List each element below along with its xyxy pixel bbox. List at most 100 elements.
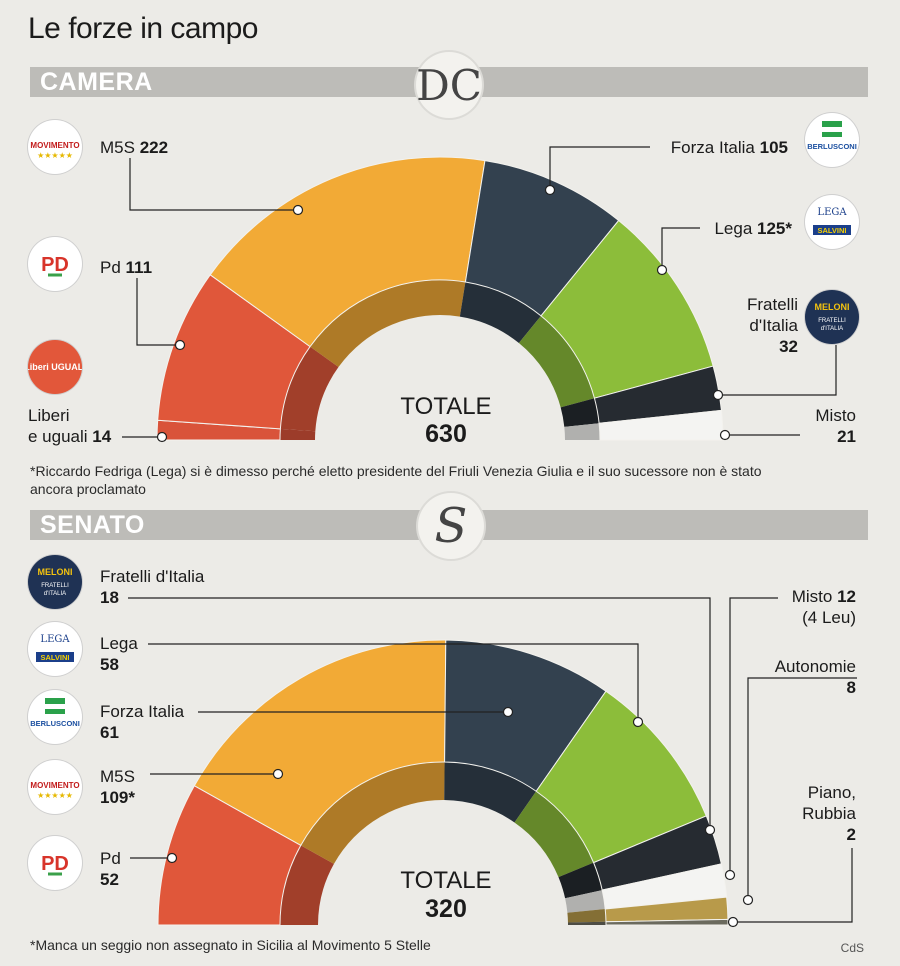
senato-autonomie-leader-dot [742,894,754,906]
senato-chart [157,639,729,926]
svg-text:PD: PD [41,853,69,875]
senato-fi-logo-icon: BERLUSCONI [28,690,82,744]
camera-total-label: TOTALE [400,393,492,420]
leu-logo-icon: Liberi UGUALI [28,340,82,394]
senato-fi-leader-dot [502,706,514,718]
senato-pd-label: Pd 52 [100,849,121,889]
camera-chart [156,156,724,441]
camera-seat-misto [598,409,724,441]
senato-m5s-leader-dot [272,768,284,780]
forza-italia-logo-icon: BERLUSCONI [805,113,859,167]
camera-emblem-icon: DC [416,52,482,118]
camera-m5s-leader [129,158,298,211]
senato-lega-leader [148,643,639,722]
svg-text:SALVINI: SALVINI [40,653,69,662]
svg-text:MELONI: MELONI [815,302,850,312]
svg-text:d'ITALIA: d'ITALIA [44,591,66,597]
camera-seat-m-s [209,156,486,348]
svg-text:SALVINI: SALVINI [817,226,846,235]
camera-fdi-label: Fratelli d'Italia 32 [746,295,798,356]
svg-text:★★★★★: ★★★★★ [37,151,73,160]
fdi-logo-icon: MELONI FRATELLI d'ITALIA [805,290,859,344]
m5s-logo-icon: MOVIMENTO ★★★★★ [28,120,82,174]
senato-lega-leader-dot [632,716,644,728]
camera-inner-4 [518,315,595,408]
senato-pd-logo-icon: PD [28,836,82,890]
senato-seat-m-s [193,639,447,847]
senato-inner-3 [514,791,594,878]
camera-fi-label: Forza Italia 105 [670,138,788,157]
senato-misto-label: Misto 12 (4 Leu) [791,587,856,627]
senato-fdi-leader [128,597,711,830]
senato-emblem-icon: S [418,493,484,559]
senato-inner-0 [280,845,334,925]
senato-lega-logo-icon: LEGA SALVINI [28,622,82,676]
senato-inner-6 [567,909,606,923]
camera-footnote: *Riccardo Fedriga (Lega) si è dimesso pe… [30,463,762,497]
svg-text:LEGA: LEGA [40,634,70,645]
senato-autonomie-leader [747,677,857,900]
camera-inner-6 [564,423,600,440]
senato-lega-label: Lega 58 [100,634,138,674]
camera-inner-1 [280,346,339,432]
senato-total-value: 320 [425,895,467,923]
senato-misto-leader-dot [724,869,736,881]
senato-m5s-logo-icon: MOVIMENTO ★★★★★ [28,760,82,814]
svg-text:★★★★★: ★★★★★ [37,791,73,800]
camera-pd-leader [136,278,180,346]
senato-fdi-label: Fratelli d'Italia 18 [100,567,205,607]
svg-text:BERLUSCONI: BERLUSCONI [807,142,857,151]
senato-piano-rubbia-leader [733,848,853,923]
camera-fdi-leader-dot [712,389,724,401]
camera-lega-label: Lega 125* [714,219,792,238]
svg-text:Liberi UGUALI: Liberi UGUALI [28,362,82,372]
camera-lega-leader-dot [656,264,668,276]
senato-inner-7 [567,921,606,925]
senato-inner-4 [558,862,603,899]
senato-total-label: TOTALE [400,867,492,894]
camera-misto-leader-dot [719,429,731,441]
camera-m5s-label: M5S 222 [100,138,169,157]
camera-inner-5 [560,398,600,427]
pd-logo-icon: PD [28,237,82,291]
svg-text:MOVIMENTO: MOVIMENTO [30,141,79,150]
svg-text:MELONI: MELONI [38,567,73,577]
camera-pd-label: Pd 111 [100,258,153,277]
camera-inner-0 [280,428,316,440]
camera-inner-3 [459,282,542,344]
svg-text:d'ITALIA: d'ITALIA [821,326,843,332]
camera-fi-leader [549,146,650,190]
camera-fi-leader-dot [544,184,556,196]
camera-m5s-leader-dot [292,204,304,216]
svg-text:PD: PD [41,254,69,276]
camera-pd-leader-dot [174,339,186,351]
credit: CdS [840,941,864,955]
svg-text:MOVIMENTO: MOVIMENTO [30,781,79,790]
camera-lega-leader [661,227,700,270]
camera-leu-leader-dot [156,431,168,443]
senato-piano-rubbia-leader-dot [727,916,739,928]
camera-fdi-leader [718,345,837,396]
camera-inner-2 [310,280,466,368]
lega-logo-icon: LEGA SALVINI [805,195,859,249]
senato-fi-label: Forza Italia 61 [100,702,185,742]
svg-text:BERLUSCONI: BERLUSCONI [30,719,80,728]
senato-band-label: SENATO [40,511,145,539]
senato-inner-1 [300,762,445,864]
svg-text:LEGA: LEGA [817,207,847,218]
camera-leu-label: Liberi e uguali 14 [28,406,112,446]
senato-footnote: *Manca un seggio non assegnato in Sicili… [30,937,431,953]
svg-text:FRATELLI: FRATELLI [41,583,69,589]
senato-autonomie-label: Autonomie 8 [774,657,856,697]
camera-total-value: 630 [425,420,467,448]
senato-pd-leader-dot [166,852,178,864]
svg-text:FRATELLI: FRATELLI [818,318,846,324]
senato-fdi-leader-dot [704,824,716,836]
senato-inner-2 [444,762,537,823]
senato-inner-5 [565,890,606,913]
leader-lines [122,146,857,928]
senato-misto-leader [729,597,778,875]
senato-fdi-logo-icon: MELONI FRATELLI d'ITALIA [28,555,82,609]
senato-piano-rubbia-label: Piano, Rubbia 2 [802,783,856,844]
